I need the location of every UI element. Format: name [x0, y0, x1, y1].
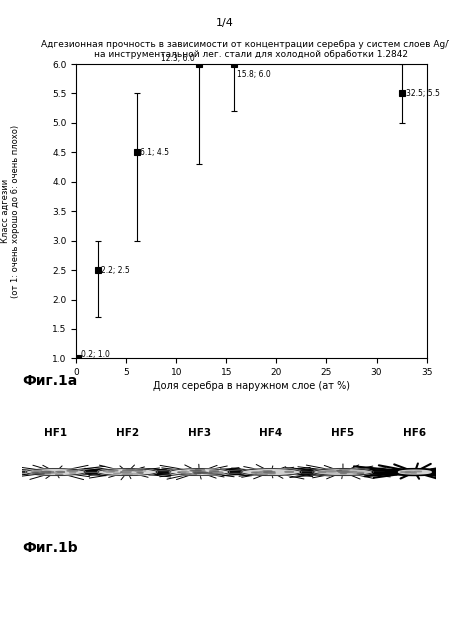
Polygon shape: [313, 468, 373, 476]
Text: 1/4: 1/4: [216, 18, 233, 28]
Polygon shape: [35, 473, 44, 474]
Text: HF3: HF3: [188, 428, 211, 438]
Text: Фиг.1a: Фиг.1a: [22, 374, 78, 388]
Polygon shape: [406, 471, 415, 472]
Text: 32.5; 5.5: 32.5; 5.5: [405, 89, 440, 98]
X-axis label: Доля серебра в наружном слое (ат %): Доля серебра в наружном слое (ат %): [153, 381, 350, 391]
Text: 0.2; 1.0: 0.2; 1.0: [81, 350, 110, 359]
Polygon shape: [67, 470, 78, 471]
Polygon shape: [209, 470, 219, 472]
Polygon shape: [43, 472, 54, 473]
Polygon shape: [122, 471, 132, 472]
Y-axis label: Класс адгезии
(от 1: очень хорошо до 6: очень плохо): Класс адгезии (от 1: очень хорошо до 6: …: [1, 125, 20, 298]
Text: 15.8; 6.0: 15.8; 6.0: [238, 70, 271, 79]
Polygon shape: [137, 472, 143, 473]
Polygon shape: [123, 470, 133, 471]
Polygon shape: [114, 473, 121, 474]
Polygon shape: [268, 473, 275, 474]
Text: Фиг.1b: Фиг.1b: [22, 541, 78, 555]
Polygon shape: [411, 472, 417, 473]
Polygon shape: [257, 473, 268, 474]
Polygon shape: [97, 468, 157, 476]
Polygon shape: [109, 470, 118, 471]
Polygon shape: [31, 472, 39, 473]
Text: 6.1; 4.5: 6.1; 4.5: [141, 148, 169, 157]
Polygon shape: [263, 470, 272, 472]
Polygon shape: [104, 470, 114, 472]
Polygon shape: [194, 473, 201, 474]
Polygon shape: [399, 470, 431, 474]
Text: 2.2; 2.5: 2.2; 2.5: [101, 266, 130, 275]
Polygon shape: [121, 472, 130, 473]
Polygon shape: [212, 472, 221, 474]
Polygon shape: [203, 473, 212, 474]
Polygon shape: [70, 472, 76, 473]
Polygon shape: [170, 468, 229, 476]
Polygon shape: [198, 472, 208, 473]
Polygon shape: [196, 470, 205, 472]
Polygon shape: [340, 473, 347, 474]
Polygon shape: [213, 472, 222, 473]
Text: 12.3; 6.0: 12.3; 6.0: [161, 54, 194, 63]
Polygon shape: [285, 471, 294, 472]
Polygon shape: [133, 470, 143, 471]
Polygon shape: [26, 468, 85, 476]
Polygon shape: [196, 469, 205, 470]
Polygon shape: [260, 474, 267, 475]
Polygon shape: [339, 471, 350, 473]
Polygon shape: [242, 468, 301, 476]
Text: HF5: HF5: [331, 428, 355, 438]
Polygon shape: [385, 468, 445, 476]
Polygon shape: [264, 472, 272, 473]
Polygon shape: [34, 470, 42, 471]
Polygon shape: [339, 471, 348, 472]
Polygon shape: [401, 472, 410, 473]
Text: HF1: HF1: [44, 428, 67, 438]
Text: HF6: HF6: [403, 428, 427, 438]
Polygon shape: [33, 473, 40, 474]
Polygon shape: [33, 472, 38, 473]
Polygon shape: [193, 472, 203, 473]
Polygon shape: [56, 474, 63, 475]
Text: HF4: HF4: [260, 428, 283, 438]
Polygon shape: [127, 469, 135, 470]
Polygon shape: [252, 472, 262, 473]
Polygon shape: [135, 470, 146, 471]
Polygon shape: [178, 472, 186, 473]
Polygon shape: [264, 472, 275, 473]
Text: HF2: HF2: [116, 428, 139, 438]
Polygon shape: [209, 472, 218, 474]
Polygon shape: [189, 474, 197, 475]
Polygon shape: [357, 473, 364, 474]
Polygon shape: [207, 473, 218, 474]
Polygon shape: [214, 472, 223, 473]
Polygon shape: [122, 474, 132, 475]
Polygon shape: [415, 471, 422, 472]
Title: Адгезионная прочность в зависимости от концентрации серебра у систем слоев Ag/Ti: Адгезионная прочность в зависимости от к…: [40, 40, 449, 59]
Polygon shape: [180, 471, 189, 472]
Polygon shape: [325, 470, 336, 472]
Polygon shape: [190, 470, 201, 471]
Polygon shape: [31, 472, 41, 473]
Polygon shape: [43, 473, 51, 474]
Polygon shape: [340, 469, 350, 470]
Polygon shape: [353, 472, 364, 474]
Polygon shape: [260, 471, 270, 472]
